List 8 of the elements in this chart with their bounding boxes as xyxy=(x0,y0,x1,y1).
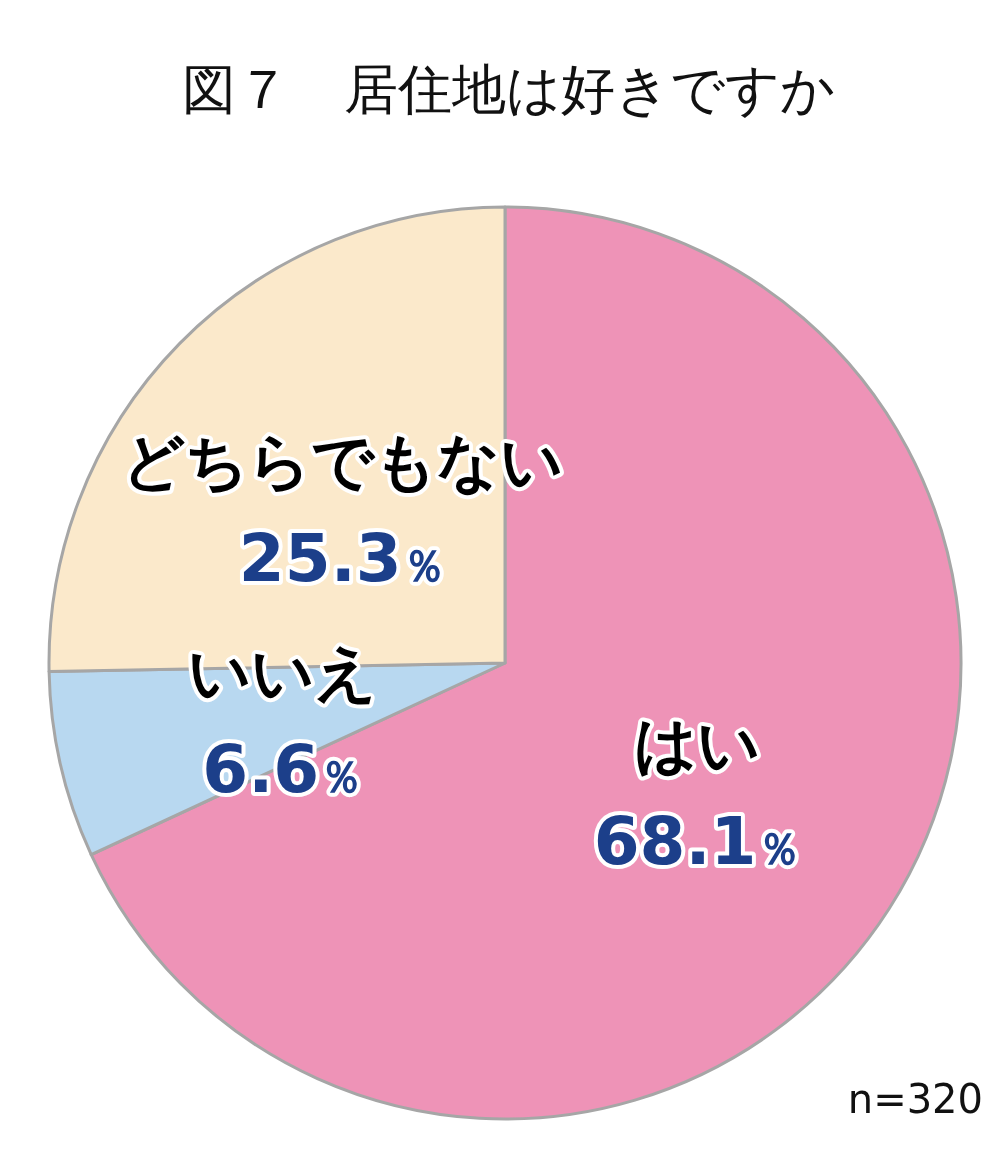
data-label: 6.6％ xyxy=(202,731,364,809)
chart-title: 図７ 居住地は好きですか xyxy=(181,58,835,121)
data-label: 25.3％ xyxy=(238,520,446,598)
slice-label: はい xyxy=(634,707,761,781)
slice-label: どちらでもない xyxy=(121,425,563,499)
slice-label: いいえ xyxy=(188,636,378,710)
text: n=320 xyxy=(847,1076,983,1122)
data-label: 68.1％ xyxy=(593,802,801,880)
